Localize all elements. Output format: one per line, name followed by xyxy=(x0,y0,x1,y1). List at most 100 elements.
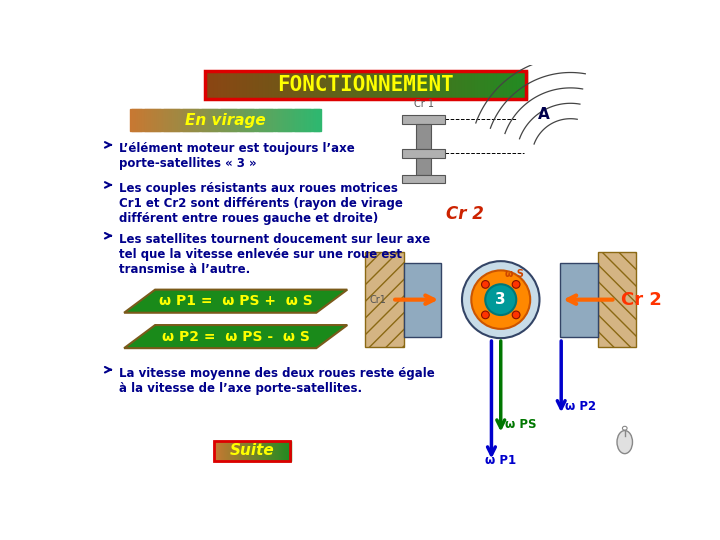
Bar xyxy=(219,441,220,461)
Bar xyxy=(246,441,248,461)
Bar xyxy=(217,441,220,461)
Bar xyxy=(226,441,228,461)
Bar xyxy=(248,110,251,131)
Bar xyxy=(184,110,186,131)
Bar xyxy=(402,175,445,183)
Bar xyxy=(253,110,256,131)
Bar xyxy=(236,441,238,461)
Bar xyxy=(246,71,251,99)
Bar xyxy=(180,110,182,131)
Bar xyxy=(292,71,295,99)
Bar xyxy=(478,71,482,99)
Bar xyxy=(297,110,300,131)
Bar xyxy=(257,441,258,461)
Bar xyxy=(240,110,243,131)
Text: ω PS: ω PS xyxy=(505,418,536,431)
Bar xyxy=(229,110,232,131)
Bar xyxy=(258,441,260,461)
Bar xyxy=(155,110,158,131)
Bar xyxy=(504,71,508,99)
Bar xyxy=(269,71,273,99)
Bar xyxy=(204,110,207,131)
Bar xyxy=(274,441,275,461)
Bar xyxy=(261,441,262,461)
Bar xyxy=(289,441,291,461)
Bar xyxy=(271,441,272,461)
Bar xyxy=(191,110,194,131)
Bar xyxy=(159,110,161,131)
Bar xyxy=(288,441,289,461)
Bar xyxy=(301,71,305,99)
Bar xyxy=(300,110,302,131)
Bar xyxy=(414,71,418,99)
Bar xyxy=(245,441,247,461)
Bar xyxy=(148,110,150,131)
Circle shape xyxy=(472,271,530,329)
Bar xyxy=(382,71,386,99)
Bar xyxy=(279,441,281,461)
Bar xyxy=(282,110,285,131)
Bar xyxy=(223,110,226,131)
Bar xyxy=(185,110,188,131)
Bar xyxy=(215,441,217,461)
Bar xyxy=(282,441,283,461)
Bar xyxy=(256,110,258,131)
Bar xyxy=(220,441,221,461)
Bar xyxy=(258,110,260,131)
Bar xyxy=(276,441,277,461)
Bar xyxy=(280,441,282,461)
Bar xyxy=(134,110,137,131)
Bar xyxy=(510,71,514,99)
Bar xyxy=(384,71,389,99)
Bar xyxy=(314,71,318,99)
Bar xyxy=(193,110,196,131)
Bar xyxy=(320,71,325,99)
Bar xyxy=(228,441,229,461)
Bar xyxy=(324,71,328,99)
Bar xyxy=(388,71,392,99)
Bar xyxy=(258,441,261,461)
Bar xyxy=(369,71,373,99)
Bar xyxy=(272,71,276,99)
Bar xyxy=(265,110,268,131)
Bar xyxy=(465,71,469,99)
Bar xyxy=(241,441,243,461)
Bar xyxy=(349,71,354,99)
Bar xyxy=(170,110,173,131)
Text: Les couples résistants aux roues motrices
Cr1 et Cr2 sont différents (rayon de v: Les couples résistants aux roues motrice… xyxy=(120,182,403,225)
Bar xyxy=(513,71,518,99)
Bar xyxy=(279,441,280,461)
Bar xyxy=(436,71,440,99)
Text: La vitesse moyenne des deux roues reste égale
à la vitesse de l’axe porte-satell: La vitesse moyenne des deux roues reste … xyxy=(120,367,435,395)
Bar xyxy=(288,71,292,99)
Bar xyxy=(221,71,225,99)
Bar xyxy=(231,441,233,461)
Bar xyxy=(276,71,279,99)
Text: Cr1: Cr1 xyxy=(369,295,386,305)
Bar xyxy=(204,71,209,99)
Bar xyxy=(379,71,382,99)
Bar xyxy=(235,110,238,131)
Text: Cr 1: Cr 1 xyxy=(414,99,434,109)
Bar xyxy=(280,110,283,131)
Bar xyxy=(268,441,269,461)
Bar xyxy=(199,110,202,131)
Bar xyxy=(264,441,265,461)
Bar xyxy=(235,441,236,461)
Bar xyxy=(272,441,274,461)
Text: Les satellites tournent doucement sur leur axe
tel que la vitesse enlevée sur un: Les satellites tournent doucement sur le… xyxy=(120,233,431,275)
Bar xyxy=(214,441,290,461)
Bar xyxy=(217,71,222,99)
Bar xyxy=(307,110,310,131)
Bar xyxy=(206,110,209,131)
Bar xyxy=(225,110,228,131)
Bar xyxy=(254,441,256,461)
Bar xyxy=(224,71,228,99)
Text: A: A xyxy=(538,107,549,122)
Bar xyxy=(391,71,395,99)
Bar xyxy=(375,71,379,99)
Bar xyxy=(197,110,199,131)
Bar xyxy=(223,441,225,461)
Circle shape xyxy=(462,261,539,338)
Bar xyxy=(243,71,247,99)
